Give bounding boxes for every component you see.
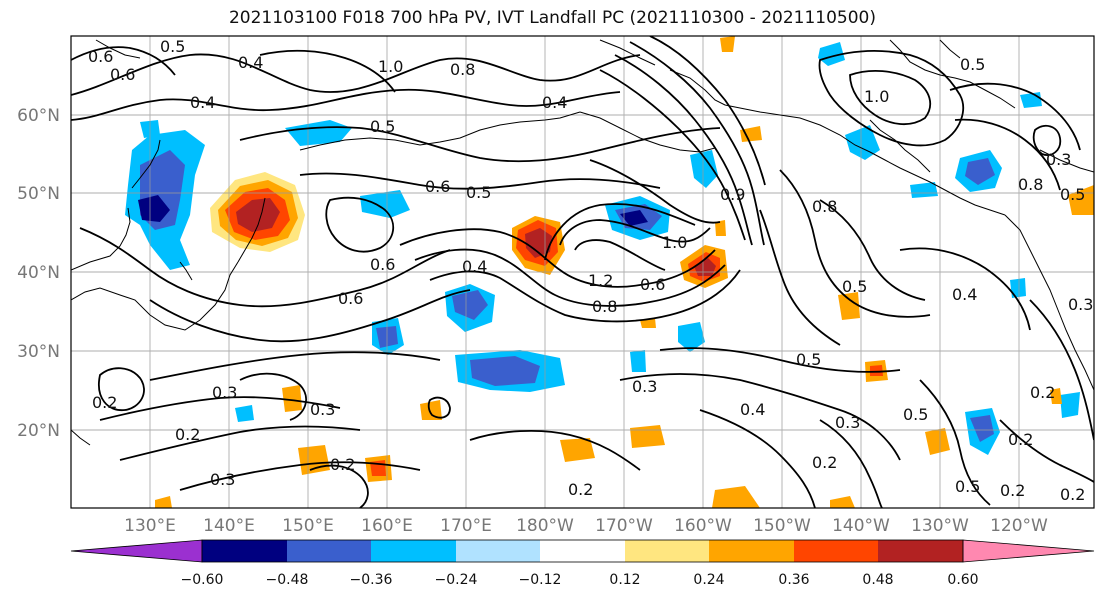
contour-label: 0.3 bbox=[632, 377, 657, 396]
contour-label: 0.5 bbox=[955, 477, 980, 496]
lon-label: 130°W bbox=[911, 516, 969, 536]
lat-label: 60°N bbox=[17, 106, 60, 126]
contour-label: 0.3 bbox=[1068, 295, 1093, 314]
colorbar-tick-label: 0.12 bbox=[609, 572, 640, 588]
contour-label: 0.3 bbox=[310, 400, 335, 419]
contour-label: 0.4 bbox=[462, 257, 487, 276]
pc-shading bbox=[125, 36, 1094, 508]
negative-anomaly-regions bbox=[125, 42, 1080, 455]
contour-label: 0.5 bbox=[466, 183, 491, 202]
colorbar-extension-min bbox=[70, 539, 203, 563]
positive-anomaly-regions bbox=[155, 36, 1094, 508]
contour-label: 0.5 bbox=[903, 405, 928, 424]
contour-label: 0.8 bbox=[812, 197, 837, 216]
contour-label: 0.6 bbox=[425, 177, 450, 196]
lon-label: 130°E bbox=[124, 516, 176, 536]
contour-label: 1.0 bbox=[662, 233, 687, 252]
colorbar-tick-label: −0.48 bbox=[266, 572, 309, 588]
colorbar-segment bbox=[202, 540, 287, 562]
contour-label: 0.2 bbox=[1008, 430, 1033, 449]
contour-label: 0.4 bbox=[952, 285, 977, 304]
colorbar-tick-label: 0.24 bbox=[693, 572, 724, 588]
lon-label: 150°W bbox=[753, 516, 811, 536]
contour-label: 0.5 bbox=[842, 277, 867, 296]
lat-label: 20°N bbox=[17, 421, 60, 441]
contour-label: 0.6 bbox=[370, 255, 395, 274]
contour-label: 0.4 bbox=[740, 400, 765, 419]
colorbar-tick-label: −0.24 bbox=[435, 572, 478, 588]
lat-label: 50°N bbox=[17, 184, 60, 204]
lat-label: 30°N bbox=[17, 342, 60, 362]
contour-label: 0.3 bbox=[835, 413, 860, 432]
colorbar-tick-label: −0.60 bbox=[181, 572, 224, 588]
lon-label: 140°E bbox=[203, 516, 255, 536]
contour-labels: 0.6 0.5 0.4 1.0 0.8 0.6 0.5 0.4 0.6 0.5 … bbox=[88, 37, 1093, 504]
contour-label: 0.8 bbox=[450, 60, 475, 79]
contour-label: 0.2 bbox=[568, 480, 593, 499]
contour-label: 0.6 bbox=[110, 65, 135, 84]
contour-label: 0.4 bbox=[542, 93, 567, 112]
contour-label: 1.0 bbox=[864, 87, 889, 106]
contour-label: 0.8 bbox=[1018, 175, 1043, 194]
colorbar-segment bbox=[540, 540, 625, 562]
contour-label: 0.2 bbox=[812, 453, 837, 472]
lat-label: 40°N bbox=[17, 263, 60, 283]
contour-label: 0.8 bbox=[592, 297, 617, 316]
colorbar-tick-label: −0.12 bbox=[519, 572, 562, 588]
lon-label: 160°E bbox=[361, 516, 413, 536]
lon-label: 180°W bbox=[516, 516, 574, 536]
pv-contours bbox=[71, 36, 1094, 508]
contour-label: 0.3 bbox=[212, 383, 237, 402]
contour-label: 0.5 bbox=[796, 350, 821, 369]
lon-label: 120°W bbox=[990, 516, 1048, 536]
colorbar-segment bbox=[709, 540, 794, 562]
colorbar: −0.60 −0.48 −0.36 −0.24 −0.12 0.12 0.24 … bbox=[70, 539, 1095, 588]
contour-label: 0.2 bbox=[1060, 485, 1085, 504]
colorbar-segment bbox=[371, 540, 456, 562]
map-title: 2021103100 F018 700 hPa PV, IVT Landfall… bbox=[228, 8, 876, 28]
latitude-labels: 60°N 50°N 40°N 30°N 20°N bbox=[17, 106, 60, 441]
lon-label: 150°E bbox=[282, 516, 334, 536]
colorbar-segment bbox=[456, 540, 540, 562]
colorbar-ticks: −0.60 −0.48 −0.36 −0.24 −0.12 0.12 0.24 … bbox=[181, 572, 979, 588]
contour-label: 0.4 bbox=[238, 53, 263, 72]
colorbar-segment bbox=[287, 540, 371, 562]
contour-label: 0.6 bbox=[338, 289, 363, 308]
contour-label: 0.9 bbox=[720, 185, 745, 204]
colorbar-segment bbox=[794, 540, 878, 562]
gridlines bbox=[71, 36, 1094, 508]
contour-label: 0.5 bbox=[1060, 185, 1085, 204]
contour-label: 0.5 bbox=[370, 117, 395, 136]
contour-label: 0.3 bbox=[210, 470, 235, 489]
colorbar-tick-label: 0.60 bbox=[947, 572, 978, 588]
contour-label: 1.2 bbox=[588, 271, 613, 290]
coastlines bbox=[71, 39, 1094, 446]
contour-label: 0.3 bbox=[1046, 150, 1071, 169]
lon-label: 160°W bbox=[674, 516, 732, 536]
contour-label: 0.5 bbox=[160, 37, 185, 56]
map-plot-area: 0.6 0.5 0.4 1.0 0.8 0.6 0.5 0.4 0.6 0.5 … bbox=[70, 35, 1095, 509]
contour-label: 0.5 bbox=[960, 55, 985, 74]
map-frame bbox=[70, 35, 1095, 509]
contour-label: 0.2 bbox=[175, 425, 200, 444]
contour-label: 0.2 bbox=[1000, 481, 1025, 500]
colorbar-segment bbox=[625, 540, 709, 562]
lon-label: 140°W bbox=[832, 516, 890, 536]
colorbar-segment bbox=[878, 540, 963, 562]
contour-label: 0.2 bbox=[92, 393, 117, 412]
contour-label: 0.6 bbox=[640, 275, 665, 294]
lon-label: 170°E bbox=[440, 516, 492, 536]
colorbar-tick-label: 0.36 bbox=[778, 572, 809, 588]
contour-label: 0.2 bbox=[1030, 383, 1055, 402]
lon-label: 170°W bbox=[595, 516, 653, 536]
contour-label: 1.0 bbox=[378, 57, 403, 76]
colorbar-tick-label: 0.48 bbox=[862, 572, 893, 588]
colorbar-tick-label: −0.36 bbox=[350, 572, 393, 588]
colorbar-extension-max bbox=[962, 539, 1095, 563]
contour-label: 0.6 bbox=[88, 47, 113, 66]
longitude-labels: 130°E 140°E 150°E 160°E 170°E 180°W 170°… bbox=[124, 516, 1048, 536]
contour-label: 0.2 bbox=[330, 455, 355, 474]
contour-label: 0.4 bbox=[190, 93, 215, 112]
